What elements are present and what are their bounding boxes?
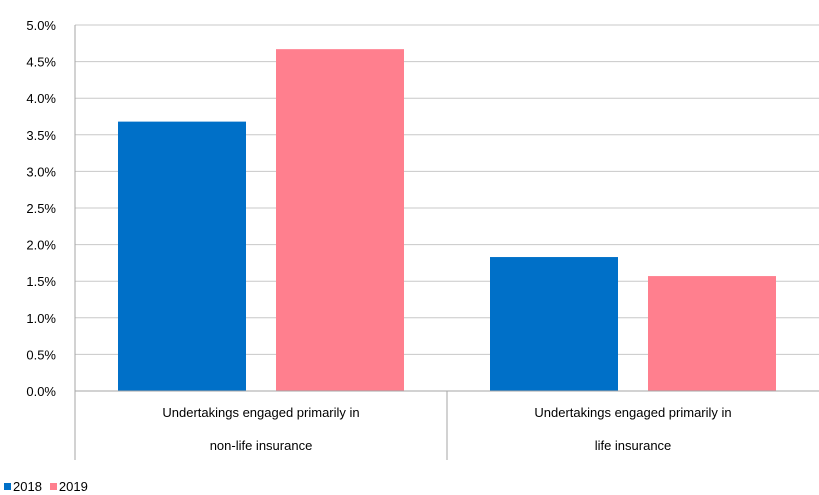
- category-label: non-life insurance: [210, 438, 313, 453]
- legend-swatch-2019: [49, 482, 57, 490]
- legend-label-2019: 2019: [58, 478, 88, 494]
- bars: [118, 49, 776, 392]
- y-tick-label: 3.0%: [26, 164, 56, 179]
- y-tick-label: 0.5%: [26, 347, 56, 362]
- legend-label-2018: 2018: [13, 478, 42, 494]
- legend: 2018 2019: [4, 478, 96, 494]
- legend-item-2018: 2018: [4, 479, 42, 494]
- legend-item-2019: 2019: [49, 478, 88, 494]
- y-tick-label: 1.5%: [26, 274, 56, 289]
- y-axis-tick-labels: 0.0% 0.5% 1.0% 1.5% 2.0% 2.5% 3.0% 3.5% 4.0% 4.5%…: [26, 18, 56, 399]
- legend-swatch-2018: [4, 482, 11, 490]
- category-labels: Undertakings engaged primarily in non-lif…: [162, 405, 731, 453]
- y-tick-label: 4.0%: [26, 91, 56, 106]
- category-label: life insurance: [595, 438, 672, 453]
- category-label: Undertakings engaged primarily in: [162, 405, 359, 420]
- y-tick-label: 3.5%: [26, 128, 56, 143]
- bar-2018-cat1: [118, 121, 246, 392]
- bar-2018-cat2: [490, 257, 618, 391]
- y-tick-label: 0.0%: [26, 384, 56, 399]
- category-label: Undertakings engaged primarily in: [534, 405, 731, 420]
- y-tick-label: 2.5%: [26, 201, 56, 216]
- bar-2019-cat2: [648, 276, 776, 391]
- y-tick-label: 2.0%: [26, 238, 56, 253]
- bar-2019-cat1: [276, 49, 404, 391]
- axes: [74, 25, 819, 460]
- y-tick-label: 4.5%: [26, 55, 56, 70]
- y-tick-label: 5.0%: [26, 18, 56, 33]
- y-tick-label: 1.0%: [26, 311, 56, 326]
